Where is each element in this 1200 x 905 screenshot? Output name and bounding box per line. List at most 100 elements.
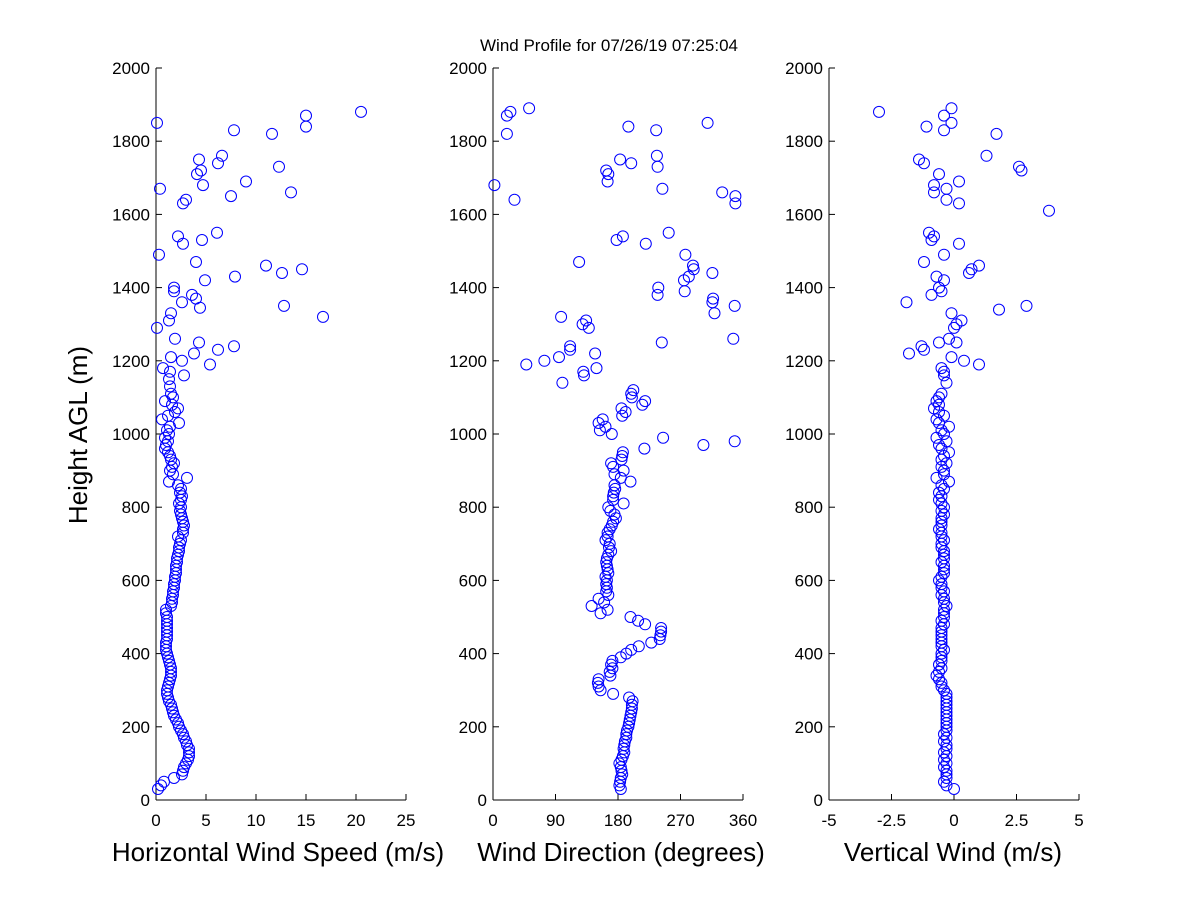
data-point — [938, 501, 950, 514]
y-tick-label: 1800 — [449, 132, 487, 151]
data-points — [151, 105, 367, 795]
data-point — [159, 395, 171, 408]
data-point — [577, 365, 590, 378]
data-point — [174, 537, 186, 550]
data-point — [164, 658, 176, 671]
data-point — [943, 332, 955, 345]
data-point — [662, 226, 675, 239]
data-point — [165, 307, 177, 320]
data-point — [592, 417, 605, 429]
data-point — [228, 340, 240, 353]
data-point — [212, 343, 224, 356]
data-point — [159, 431, 171, 444]
data-point — [645, 636, 658, 649]
data-point — [655, 336, 668, 349]
x-tick-label: 15 — [297, 811, 316, 830]
data-point — [657, 431, 670, 444]
data-point — [933, 398, 945, 411]
data-point — [655, 622, 668, 634]
x-tick-label: -2.5 — [877, 811, 906, 830]
data-point — [940, 757, 953, 770]
data-point — [600, 556, 613, 569]
y-tick-label: 1000 — [449, 425, 487, 444]
y-tick-label: 1400 — [785, 279, 823, 298]
data-point — [1043, 204, 1055, 217]
data-point — [617, 742, 630, 755]
y-tick-label: 1000 — [112, 425, 150, 444]
data-point — [632, 614, 645, 627]
x-axis-label: Horizontal Wind Speed (m/s) — [112, 837, 444, 867]
data-point — [625, 391, 638, 404]
data-point — [169, 406, 181, 418]
data-point — [172, 402, 184, 415]
data-point — [609, 482, 622, 495]
data-point — [168, 457, 180, 470]
data-point — [601, 526, 614, 539]
data-point — [940, 182, 953, 195]
data-point — [938, 468, 950, 481]
data-point — [163, 373, 175, 386]
data-point — [728, 435, 741, 448]
data-point — [953, 175, 965, 188]
data-point — [935, 629, 948, 642]
y-tick-label: 1000 — [785, 425, 823, 444]
data-point — [592, 673, 605, 686]
data-point — [168, 281, 180, 294]
data-point — [935, 654, 948, 667]
y-tick-label: 2000 — [785, 59, 823, 78]
data-point — [174, 486, 186, 499]
data-point — [938, 248, 950, 261]
x-tick-label: -5 — [821, 811, 836, 830]
data-point — [188, 347, 200, 360]
data-point — [935, 556, 948, 569]
data-point — [943, 446, 955, 459]
data-point — [162, 651, 174, 664]
data-point — [520, 358, 533, 371]
data-point — [225, 190, 237, 203]
data-point — [615, 402, 628, 415]
data-point — [729, 197, 742, 210]
data-point — [935, 504, 948, 517]
data-point — [163, 695, 175, 708]
data-point — [903, 347, 915, 360]
data-point — [589, 347, 602, 360]
data-point — [938, 728, 950, 741]
data-point — [508, 193, 521, 206]
y-tick-label: 600 — [459, 571, 487, 590]
data-point — [935, 622, 948, 634]
y-tick-label: 200 — [459, 718, 487, 737]
data-point — [555, 310, 568, 323]
data-point — [980, 149, 993, 162]
data-point — [933, 417, 945, 429]
data-point — [948, 783, 960, 795]
data-point — [933, 281, 945, 294]
data-point — [655, 625, 668, 638]
data-point — [918, 343, 930, 356]
x-tick-label: 2.5 — [1005, 811, 1029, 830]
data-point — [625, 387, 638, 400]
data-point — [300, 120, 312, 133]
data-point — [168, 285, 180, 298]
panel-2: 0 200 400 600 800 1000 1200 1400 1600 1800 2000 0 90… — [449, 59, 765, 867]
data-point — [590, 362, 603, 375]
data-points — [873, 102, 1055, 795]
data-point — [639, 618, 652, 631]
y-tick-label: 800 — [459, 498, 487, 517]
data-point — [935, 512, 948, 525]
x-tick-label: 25 — [397, 811, 416, 830]
y-tick-label: 1400 — [112, 279, 150, 298]
data-point — [938, 684, 950, 697]
data-point — [163, 676, 175, 689]
data-point — [488, 179, 501, 192]
data-point — [679, 248, 692, 261]
data-point — [155, 779, 167, 792]
data-point — [993, 303, 1005, 316]
data-point — [191, 168, 203, 181]
data-point — [626, 695, 639, 708]
data-point — [585, 600, 598, 612]
data-point — [607, 687, 620, 700]
data-point — [605, 428, 618, 440]
data-point — [164, 380, 176, 393]
data-point — [938, 274, 950, 287]
